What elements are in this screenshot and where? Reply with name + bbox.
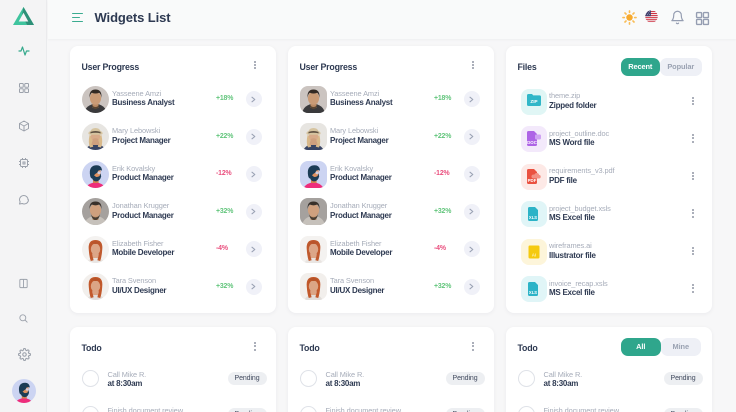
svg-text:AI: AI — [531, 252, 535, 257]
svg-text:PDF: PDF — [528, 178, 537, 183]
svg-text:ZIP: ZIP — [530, 98, 537, 103]
svg-text:DOC: DOC — [527, 140, 538, 145]
svg-text:XLS: XLS — [529, 215, 537, 220]
svg-text:XLS: XLS — [529, 290, 537, 295]
